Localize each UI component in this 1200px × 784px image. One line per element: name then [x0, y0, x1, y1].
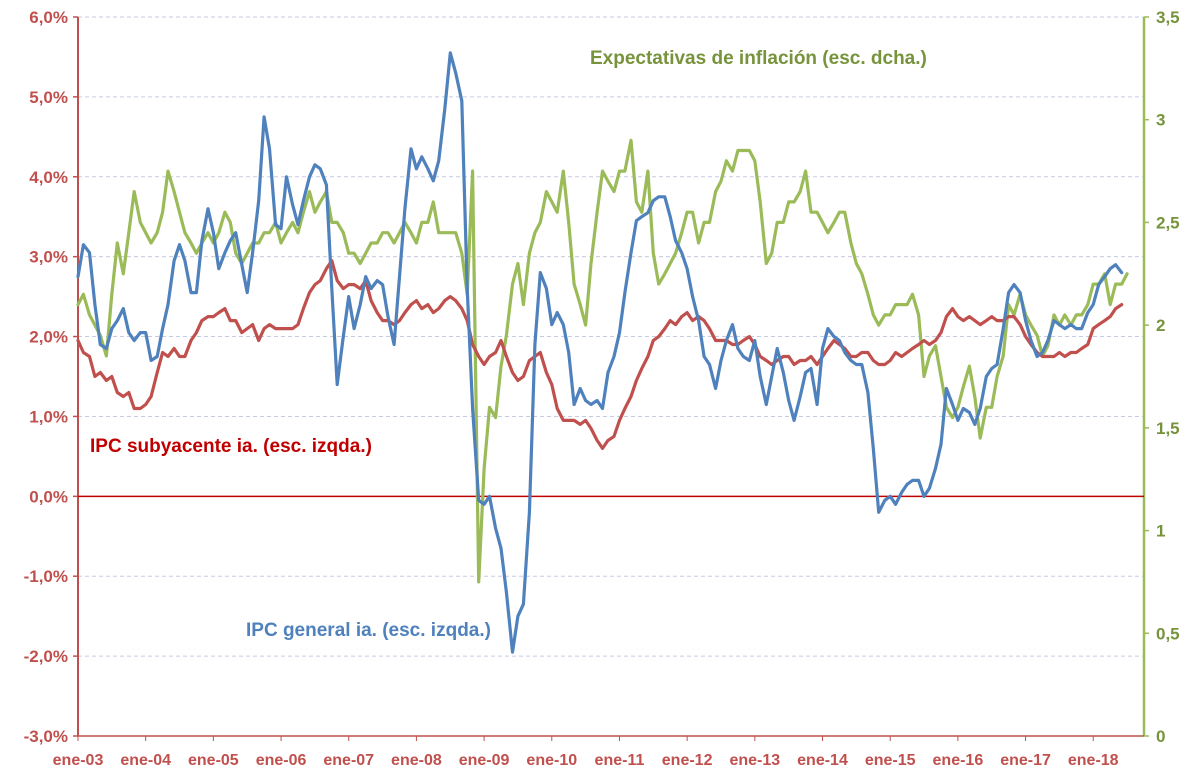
right-tick-label: 0	[1156, 727, 1165, 746]
right-axis-tick-labels: 0 0,5 1 1,5 2 2,5 3 3,5	[1156, 8, 1180, 746]
series-core-cpi	[76, 259, 1124, 450]
x-axis-tick-labels: ene-03 ene-04 ene-05 ene-06 ene-07 ene-08 ene-…	[53, 752, 1119, 769]
x-tick-label: ene-03	[53, 752, 104, 769]
x-tick-label: ene-11	[595, 752, 645, 769]
annotation-general-cpi: IPC general ia. (esc. izqda.)	[246, 620, 491, 641]
right-tick-label: 3,5	[1156, 8, 1180, 27]
x-tick-label: ene-08	[391, 752, 442, 769]
x-tick-label: ene-10	[526, 752, 577, 769]
x-tick-label: ene-14	[797, 752, 848, 769]
x-tick-label: ene-07	[323, 752, 374, 769]
series-expectations	[76, 138, 1129, 584]
x-tick-label: ene-12	[662, 752, 713, 769]
left-axis-tick-labels: -3,0% -2,0% -1,0% 0,0% 1,0% 2,0% 3,0% 4,0% 5,0% 6…	[24, 8, 68, 746]
x-tick-label: ene-06	[256, 752, 307, 769]
x-tick-label: ene-05	[188, 752, 239, 769]
annotation-expectations: Expectativas de inflación (esc. dcha.)	[590, 48, 927, 69]
left-tick-label: 1,0%	[29, 407, 68, 426]
left-tick-label: 5,0%	[29, 88, 68, 107]
right-tick-label: 3	[1156, 111, 1165, 130]
right-tick-label: 1	[1156, 522, 1165, 541]
right-tick-label: 1,5	[1156, 419, 1180, 438]
gridlines	[78, 16, 1144, 657]
x-tick-label: ene-04	[120, 752, 171, 769]
left-tick-label: -2,0%	[24, 647, 68, 666]
x-tick-label: ene-17	[1000, 752, 1051, 769]
right-tick-label: 0,5	[1156, 624, 1180, 643]
left-tick-label: 0,0%	[29, 487, 68, 506]
left-tick-label: 2,0%	[29, 328, 68, 347]
x-tick-label: ene-09	[459, 752, 510, 769]
x-tick-label: ene-15	[865, 752, 916, 769]
right-tick-label: 2	[1156, 316, 1165, 335]
right-tick-label: 2,5	[1156, 213, 1180, 232]
left-tick-label: -1,0%	[24, 567, 68, 586]
series-lines	[76, 51, 1129, 654]
left-tick-label: -3,0%	[24, 727, 68, 746]
series-general-cpi	[76, 51, 1124, 654]
left-tick-label: 4,0%	[29, 168, 68, 187]
left-tick-label: 6,0%	[29, 8, 68, 27]
x-tick-label: ene-16	[933, 752, 984, 769]
x-tick-label: ene-13	[729, 752, 780, 769]
annotation-core-cpi: IPC subyacente ia. (esc. izqda.)	[90, 436, 372, 457]
left-tick-label: 3,0%	[29, 248, 68, 267]
x-tick-label: ene-18	[1068, 752, 1119, 769]
axes	[73, 16, 1149, 741]
